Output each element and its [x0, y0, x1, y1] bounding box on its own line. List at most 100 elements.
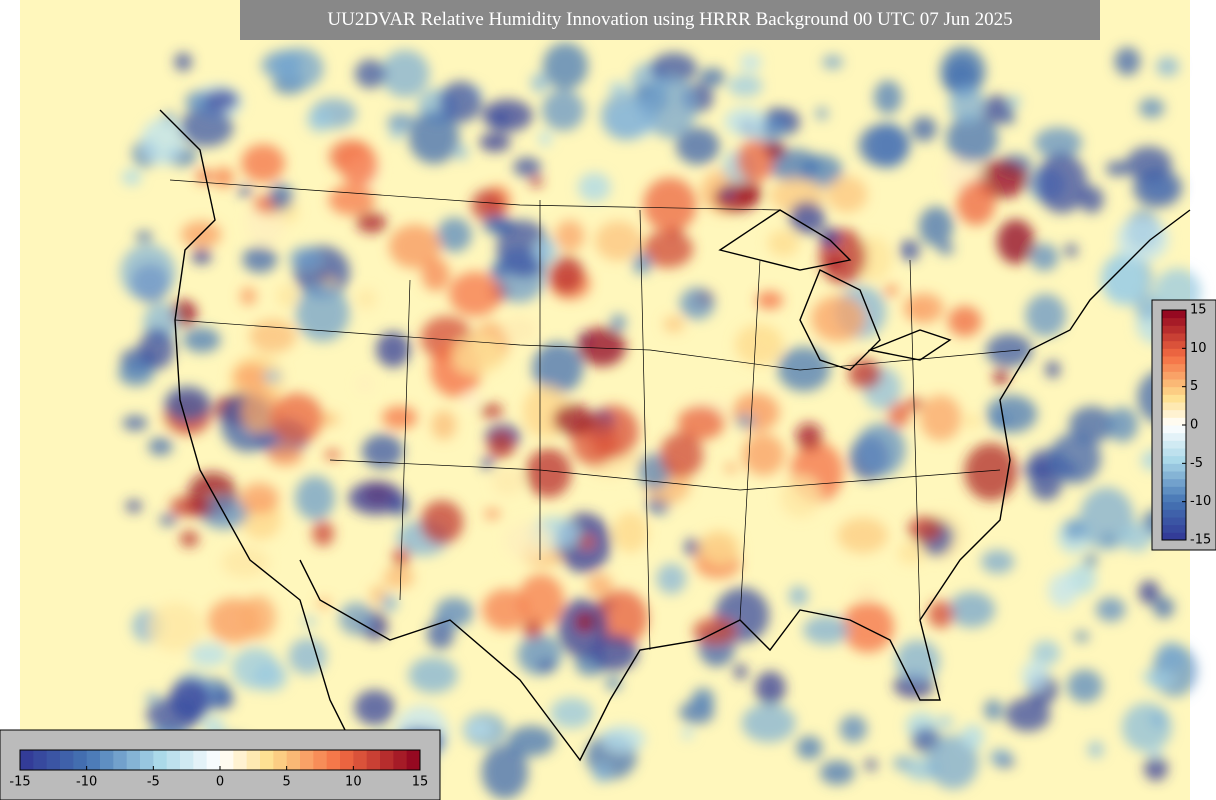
- humidity-blob: [237, 186, 253, 197]
- humidity-blob: [550, 697, 594, 729]
- humidity-blob: [174, 52, 193, 72]
- humidity-blob: [984, 699, 1003, 721]
- humidity-blob: [431, 410, 457, 440]
- colorbar-segment: [1162, 524, 1186, 533]
- colorbar-segment: [340, 750, 354, 770]
- humidity-blob: [948, 591, 996, 628]
- humidity-blob: [538, 131, 552, 147]
- humidity-blob: [481, 744, 529, 800]
- humidity-blob: [756, 291, 784, 310]
- humidity-blob: [240, 287, 257, 306]
- colorbar-segment: [1162, 532, 1186, 541]
- humidity-blob: [733, 663, 748, 680]
- humidity-blob: [1121, 702, 1172, 752]
- colorbar-segment: [1162, 379, 1186, 388]
- humidity-blob: [699, 529, 741, 567]
- humidity-blob: [1048, 432, 1101, 484]
- colorbar-segment: [1162, 463, 1186, 472]
- humidity-blob: [848, 358, 882, 390]
- humidity-blob: [601, 725, 646, 753]
- humidity-blob: [947, 305, 982, 337]
- humidity-blob: [340, 144, 378, 187]
- humidity-blob: [338, 602, 375, 636]
- humidity-blob: [739, 53, 762, 72]
- colorbar-segment: [406, 750, 421, 770]
- humidity-blob: [919, 395, 962, 441]
- humidity-blob: [643, 177, 697, 233]
- humidity-blob: [269, 183, 293, 211]
- colorbar-tick-label: -10: [76, 775, 97, 790]
- humidity-blob: [249, 319, 297, 353]
- humidity-blob: [239, 595, 277, 639]
- humidity-blob: [1106, 407, 1139, 443]
- humidity-blob: [525, 448, 572, 498]
- humidity-blob: [594, 221, 642, 261]
- borders: [169, 179, 1021, 651]
- humidity-blob: [435, 597, 474, 628]
- humidity-blob: [288, 638, 327, 675]
- humidity-blob: [239, 482, 280, 515]
- humidity-blob: [691, 687, 715, 711]
- humidity-blob: [513, 157, 542, 177]
- humidity-blob: [613, 512, 648, 553]
- humidity-blob: [815, 107, 828, 121]
- humidity-blob: [324, 449, 341, 461]
- colorbar-segment: [1162, 471, 1186, 480]
- humidity-blob: [910, 116, 937, 142]
- colorbar-segment: [1162, 478, 1186, 487]
- humidity-blob: [600, 91, 651, 141]
- colorbar-tick-label: 5: [1190, 379, 1198, 394]
- humidity-blob: [356, 212, 387, 234]
- humidity-blob: [348, 481, 405, 516]
- humidity-blob: [530, 73, 549, 93]
- humidity-blob: [819, 760, 855, 785]
- colorbar-segment: [140, 750, 154, 770]
- humidity-blob: [819, 227, 841, 248]
- humidity-blob: [388, 224, 441, 269]
- colorbar-segment: [166, 750, 181, 770]
- humidity-blob: [482, 214, 511, 235]
- humidity-blob: [383, 566, 415, 589]
- humidity-blob: [841, 601, 895, 653]
- humidity-blob: [1008, 95, 1021, 110]
- colorbar-segment: [1162, 409, 1186, 418]
- humidity-blob: [742, 433, 785, 476]
- humidity-blob: [755, 671, 786, 705]
- humidity-blob: [451, 335, 504, 376]
- humidity-blob: [574, 611, 595, 633]
- humidity-blob: [189, 642, 229, 667]
- humidity-blob: [1021, 660, 1049, 692]
- humidity-blob: [796, 735, 823, 760]
- humidity-blob: [317, 412, 340, 427]
- colorbar-tick-label: -15: [9, 775, 30, 790]
- humidity-blob: [354, 59, 386, 89]
- humidity-blob: [263, 370, 282, 383]
- humidity-blob: [837, 517, 888, 554]
- colorbar-segment: [260, 750, 274, 770]
- humidity-blob: [507, 725, 556, 757]
- humidity-blob: [699, 67, 726, 87]
- colorbar-segment: [1162, 509, 1186, 518]
- humidity-blob: [147, 602, 204, 651]
- colorbar-segment: [1162, 363, 1186, 372]
- humidity-blob: [146, 697, 202, 732]
- humidity-blob: [989, 748, 1013, 766]
- humidity-blob: [644, 75, 697, 139]
- humidity-blob: [481, 456, 494, 471]
- humidity-blob: [482, 589, 530, 631]
- colorbar-segment: [206, 750, 221, 770]
- colorbar-tick-label: -10: [1190, 494, 1211, 509]
- colorbar-tick-label: -5: [147, 775, 160, 790]
- title: UU2DVAR Relative Humidity Innovation usi…: [327, 9, 1012, 30]
- humidity-blob: [501, 317, 537, 344]
- humidity-blob: [491, 111, 510, 127]
- humidity-blob: [768, 148, 821, 183]
- humidity-blob: [907, 515, 944, 543]
- humidity-blob: [140, 118, 185, 166]
- humidity-blob: [762, 327, 779, 346]
- humidity-blob: [553, 403, 594, 436]
- humidity-blob: [577, 172, 611, 202]
- humidity-blob: [937, 715, 954, 729]
- humidity-blob: [221, 547, 270, 578]
- humidity-blob: [960, 724, 985, 750]
